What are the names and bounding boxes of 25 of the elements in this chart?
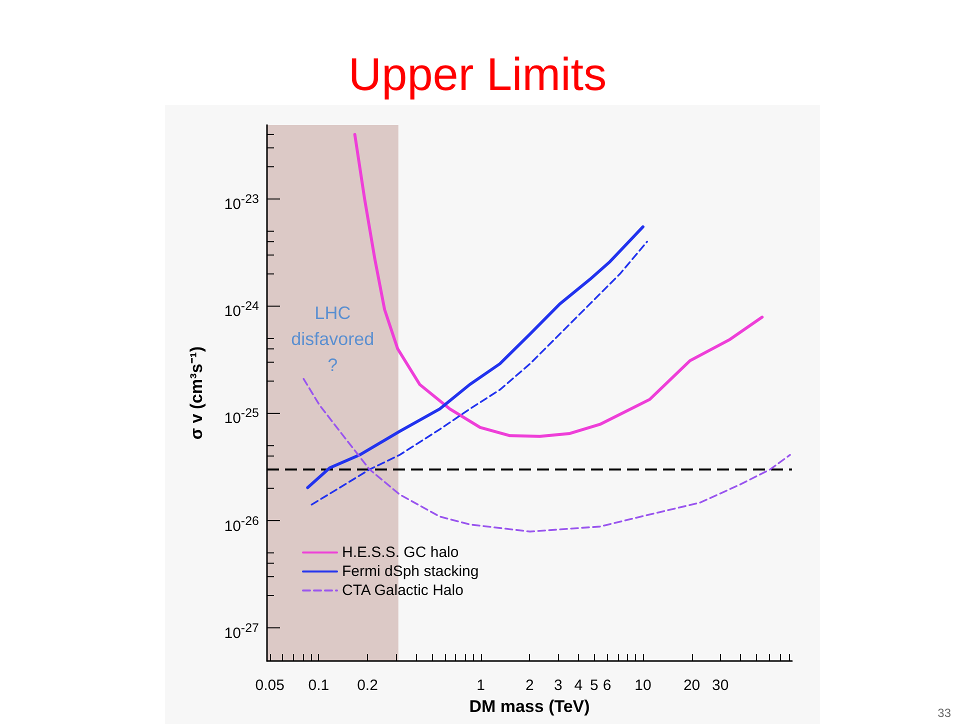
y-tick-label: 10$^{-25}$ xyxy=(224,405,259,430)
x-tick-label: 3 xyxy=(554,677,562,694)
y-tick-label: 10$^{-26}$ xyxy=(224,512,259,537)
chart-title: Upper Limits xyxy=(347,47,608,102)
x-tick-label: 5 xyxy=(590,677,598,694)
y-tick-label: 10$^{-27}$ xyxy=(224,620,259,644)
legend-label: H.E.S.S. GC halo xyxy=(342,544,459,561)
x-axis-title: DM mass (TeV) xyxy=(469,696,590,716)
x-tick-label: 20 xyxy=(683,677,700,694)
x-tick-label: 1 xyxy=(476,677,485,694)
text: 33 xyxy=(938,706,951,720)
x-tick-label: 0.05 xyxy=(255,677,284,694)
y-tick-label: 10$^{-24}$ xyxy=(224,298,259,322)
x-tick-label: 2 xyxy=(525,677,534,694)
band-label: LHC disfavored ? xyxy=(291,303,374,375)
legend-label: CTA Galactic Halo xyxy=(342,582,464,599)
x-tick-label: 10 xyxy=(634,677,652,694)
x-tick-label: 0.2 xyxy=(357,677,378,694)
x-tick-label: 6 xyxy=(602,677,612,694)
x-tick-label: 0.1 xyxy=(308,677,330,694)
y-axis-title: σ v (cm³s⁻¹) xyxy=(187,346,206,440)
x-tick-label: 30 xyxy=(712,677,729,694)
x-tick-label: 4 xyxy=(574,677,583,694)
legend-label: Fermi dSph stacking xyxy=(342,563,479,580)
y-tick-label: 10$^{-23}$ xyxy=(224,190,259,215)
